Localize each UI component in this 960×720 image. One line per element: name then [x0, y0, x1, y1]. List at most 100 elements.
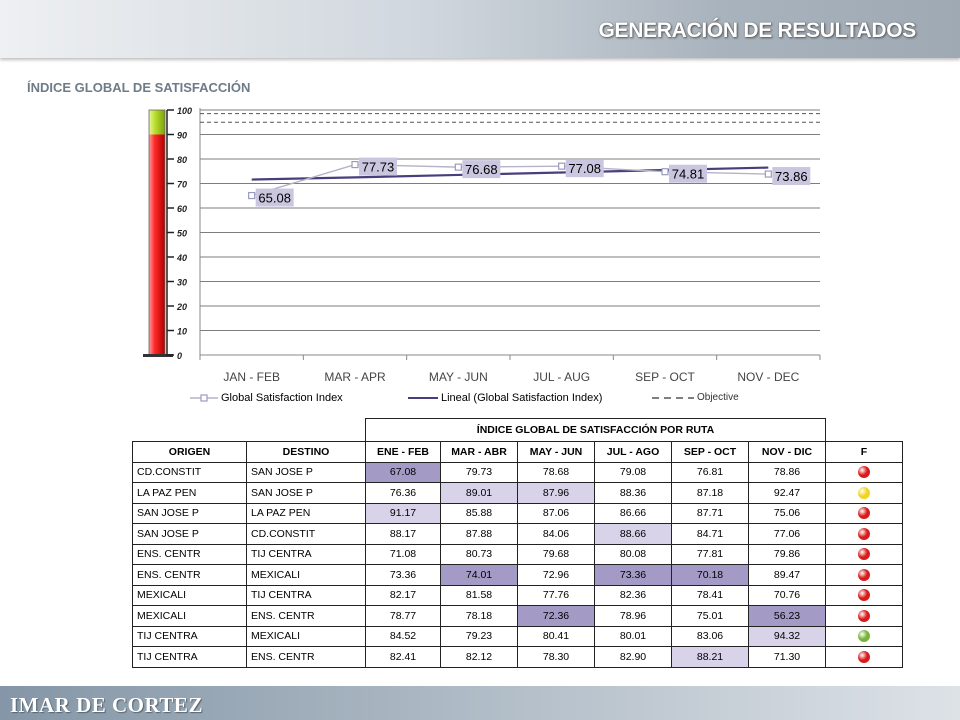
- value-cell: 79.68: [517, 543, 595, 565]
- value-cell: 72.96: [517, 564, 595, 586]
- data-label-bg: [359, 157, 397, 176]
- destination-cell: TIJ CENTRA: [246, 543, 366, 565]
- y-tick-label: 100: [177, 106, 192, 116]
- legend-item-global-index: Global Satisfaction Index: [190, 392, 343, 404]
- x-tick-label: MAY - JUN: [429, 370, 488, 384]
- value-cell: 88.66: [594, 523, 672, 545]
- table-header-row: ORIGEN DESTINO ENE - FEB MAR - ABR MAY - JUN…: [132, 441, 903, 463]
- value-cell: 88.36: [594, 482, 672, 504]
- x-tick-label: NOV - DEC: [737, 370, 799, 384]
- legend-label-global-index: Global Satisfaction Index: [221, 392, 343, 404]
- y-tick-label: 90: [177, 131, 187, 141]
- value-cell: 82.17: [365, 584, 441, 606]
- satisfaction-chart: 0 10 20 30 40 50 60 70 80 90 100 JAN - FEB MAR - APR…: [143, 106, 821, 384]
- destination-cell: TIJ CENTRA: [246, 584, 366, 606]
- status-cell: [825, 584, 903, 606]
- y-tick-label: 70: [177, 180, 187, 190]
- status-red-icon: [858, 548, 870, 561]
- column-header: MAY - JUN: [517, 441, 595, 463]
- table-row: MEXICALI TIJ CENTRA 82.17 81.58 77.76 82.36 78…: [132, 584, 903, 606]
- destination-cell: MEXICALI: [246, 625, 366, 647]
- data-label-bg: [772, 167, 811, 186]
- data-label: 76.68: [465, 162, 498, 177]
- destination-cell: SAN JOSE P: [246, 461, 366, 483]
- value-cell: 71.08: [365, 543, 441, 565]
- data-label-bg: [565, 159, 604, 178]
- data-point: [558, 162, 566, 170]
- column-header: ORIGEN: [132, 441, 247, 463]
- header-bar: [0, 0, 960, 58]
- data-point: [661, 168, 669, 176]
- legend-label-trend: Lineal (Global Satisfaction Index): [441, 392, 603, 404]
- data-label-bg: [669, 164, 707, 183]
- column-header: JUL - AGO: [594, 441, 672, 463]
- table-title: ÍNDICE GLOBAL DE SATISFACCIÓN POR RUTA: [365, 418, 826, 442]
- y-tick-label: 80: [177, 155, 187, 165]
- value-cell: 77.81: [671, 543, 749, 565]
- status-yellow-icon: [858, 486, 870, 499]
- y-tick-label: 20: [176, 302, 187, 312]
- data-point: [454, 163, 462, 171]
- status-red-icon: [858, 568, 870, 581]
- column-header: MAR - ABR: [440, 441, 518, 463]
- chart-legend: Global Satisfaction Index Lineal (Global…: [190, 392, 770, 410]
- value-cell: 82.90: [594, 646, 672, 668]
- x-tick-label: JUL - AUG: [533, 370, 590, 384]
- legend-item-objective: Objective: [652, 392, 739, 403]
- y-tick-label: 50: [177, 229, 187, 239]
- value-cell: 79.08: [594, 461, 672, 483]
- table-row: ENS. CENTR TIJ CENTRA 71.08 80.73 79.68 80.08…: [132, 543, 903, 565]
- status-cell: [825, 523, 903, 545]
- value-cell: 79.73: [440, 461, 518, 483]
- data-point: [248, 191, 256, 200]
- legend-line-marker-icon: [190, 394, 218, 402]
- route-satisfaction-table: ÍNDICE GLOBAL DE SATISFACCIÓN POR RUTA O…: [132, 418, 903, 668]
- value-cell: 80.01: [594, 625, 672, 647]
- status-cell: [825, 461, 903, 483]
- status-red-icon: [858, 507, 870, 520]
- footer-bar: [0, 686, 960, 720]
- origin-cell: SAN JOSE P: [132, 523, 247, 545]
- value-cell: 81.58: [440, 584, 518, 606]
- status-cell: [825, 625, 903, 647]
- value-cell: 92.47: [748, 482, 826, 504]
- value-cell: 86.66: [594, 502, 672, 524]
- table-row: MEXICALI ENS. CENTR 78.77 78.18 72.36 78.96 75…: [132, 605, 903, 627]
- x-tick-label: JAN - FEB: [223, 370, 280, 384]
- data-label: 74.81: [672, 167, 705, 182]
- value-cell: 56.23: [748, 605, 826, 627]
- status-red-icon: [858, 466, 870, 479]
- value-cell: 76.36: [365, 482, 441, 504]
- column-header: NOV - DIC: [748, 441, 826, 463]
- y-tick-label: 0: [177, 351, 182, 361]
- origin-cell: LA PAZ PEN: [132, 482, 247, 504]
- value-cell: 79.23: [440, 625, 518, 647]
- value-cell: 78.68: [517, 461, 595, 483]
- value-cell: 73.36: [594, 564, 672, 586]
- destination-cell: CD.CONSTIT: [246, 523, 366, 545]
- data-point: [764, 170, 772, 178]
- value-cell: 72.36: [517, 605, 595, 627]
- value-cell: 88.17: [365, 523, 441, 545]
- y-tick-label: 10: [177, 327, 187, 337]
- value-cell: 83.06: [671, 625, 749, 647]
- value-cell: 87.96: [517, 482, 595, 504]
- value-cell: 82.12: [440, 646, 518, 668]
- destination-cell: MEXICALI: [246, 564, 366, 586]
- table-title-spacer: [132, 418, 366, 442]
- value-cell: 84.52: [365, 625, 441, 647]
- destination-cell: LA PAZ PEN: [246, 502, 366, 524]
- origin-cell: ENS. CENTR: [132, 543, 247, 565]
- status-cell: [825, 502, 903, 524]
- status-green-icon: [858, 630, 870, 643]
- value-cell: 75.01: [671, 605, 749, 627]
- table-row: TIJ CENTRA ENS. CENTR 82.41 82.12 78.30 82.90…: [132, 646, 903, 668]
- status-red-icon: [858, 589, 870, 602]
- data-label-bg: [462, 160, 501, 179]
- column-header: DESTINO: [246, 441, 366, 463]
- value-cell: 67.08: [365, 461, 441, 483]
- value-cell: 89.01: [440, 482, 518, 504]
- table-body: CD.CONSTIT SAN JOSE P 67.08 79.73 78.68 79.08…: [132, 461, 903, 668]
- value-cell: 78.86: [748, 461, 826, 483]
- value-cell: 78.30: [517, 646, 595, 668]
